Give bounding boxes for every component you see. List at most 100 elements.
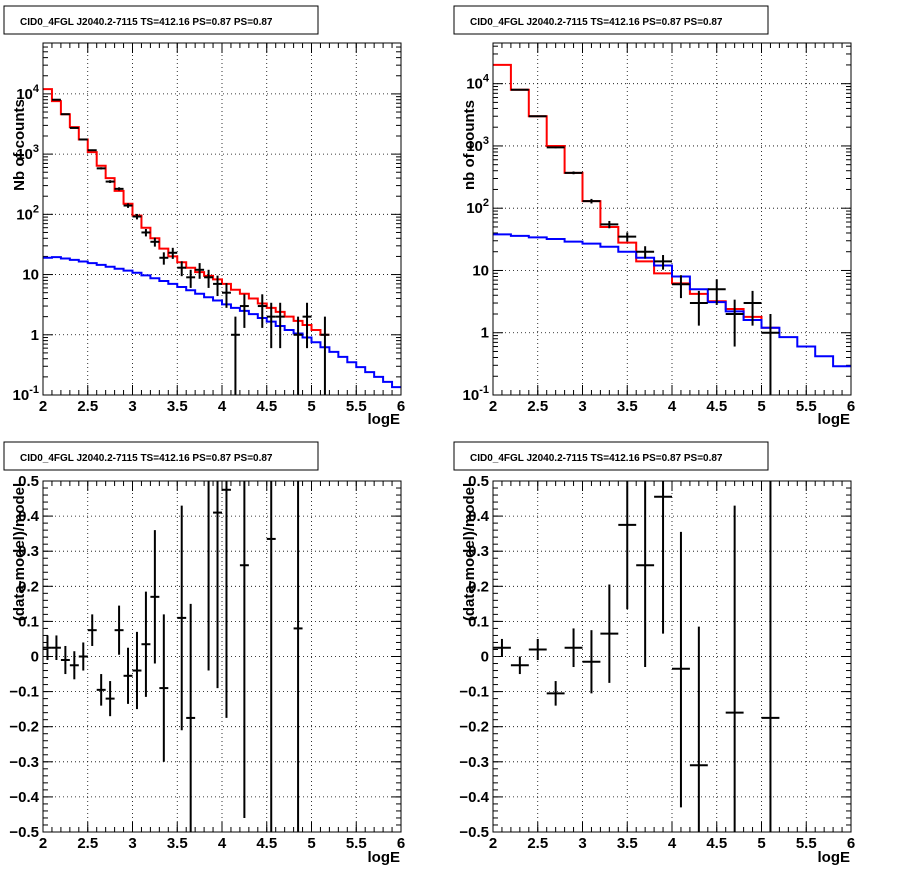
data-point [528,638,547,661]
x-tick-label: 5.5 [346,835,367,852]
data-point [177,261,187,277]
data-point [239,481,249,818]
y-tick-label: −0.3 [9,754,39,771]
data-point [239,294,249,328]
data-point [105,681,115,717]
chart-title: CID0_4FGL J2040.2-7115 TS=412.16 PS=0.87… [470,453,723,464]
x-tick-label: 3.5 [617,835,638,852]
y-axis-label: Nb of counts [11,99,28,191]
data-point [266,302,276,349]
y-tick-label: 103 [16,143,39,163]
y-tick-label: 0.3 [468,543,489,560]
data-point [213,275,222,297]
data-point [186,269,196,288]
x-tick-label: 3 [128,835,136,852]
y-tick-label: 103 [466,135,489,155]
y-tick-label: −0.1 [9,684,39,701]
data-point [150,530,160,664]
x-tick-label: 2 [489,835,497,852]
data-point [96,167,106,170]
x-tick-label: 3 [128,398,136,415]
y-tick-label: 0.2 [468,578,489,595]
data-point [195,263,205,279]
title-box [453,441,769,471]
panel-residuals-right: CID0_4FGL J2040.2-7115 TS=412.16 PS=0.87… [453,441,855,866]
data-point [114,187,124,191]
data-point [266,481,276,832]
data-point [725,299,744,347]
data-point [546,681,565,706]
x-tick-label: 6 [397,835,405,852]
x-tick-label: 3.5 [167,398,188,415]
data-point [123,203,133,208]
y-tick-label: 0.4 [18,508,40,525]
data-point [528,115,547,118]
title-box [3,5,319,35]
series-step-line [493,233,851,368]
data-point [636,481,655,668]
y-tick-label: 10 [22,267,39,284]
data-point [510,656,529,675]
data-point [564,171,583,175]
y-tick-label: 104 [466,73,490,93]
y-tick-label: −0.5 [459,824,489,841]
plot-frame [42,480,402,833]
data-point [275,302,285,349]
data-point [69,651,79,680]
x-tick-label: 4.5 [706,398,727,415]
data-point [150,237,160,247]
y-tick-label: −0.2 [459,719,489,736]
x-axis-label: logE [368,411,401,428]
x-tick-label: 2 [489,398,497,415]
data-point [177,505,187,731]
data-point [493,638,511,657]
y-tick-label: 10 [472,262,489,279]
x-tick-label: 3 [578,835,586,852]
y-tick-label: 10-1 [463,384,489,404]
data-point [43,635,52,661]
x-tick-label: 4 [218,398,227,415]
title-box [3,441,319,471]
panel-counts-right: CID0_4FGL J2040.2-7115 TS=412.16 PS=0.87… [453,5,855,428]
x-tick-label: 2.5 [77,398,98,415]
data-point [510,88,529,91]
data-point [69,126,79,129]
y-tick-label: 0.2 [18,578,39,595]
data-point [320,316,330,395]
data-point [564,628,583,668]
data-point [186,603,196,832]
data-point [654,255,672,270]
x-axis-label: logE [818,849,851,866]
y-tick-label: −0.3 [459,754,489,771]
series-step-line [43,256,401,389]
x-tick-label: 6 [847,835,855,852]
data-point [141,591,151,697]
x-tick-label: 5.5 [796,398,817,415]
x-tick-label: 4 [218,835,227,852]
y-axis-label: (data-model)/model [461,483,478,621]
data-point [230,316,240,395]
data-point [204,269,214,288]
x-tick-label: 6 [847,398,855,415]
x-tick-label: 5 [757,835,765,852]
x-tick-label: 3 [578,398,586,415]
plot-frame [42,42,402,396]
data-point [582,198,601,204]
chart-title: CID0_4FGL J2040.2-7115 TS=412.16 PS=0.87… [20,17,273,28]
data-point [293,481,303,832]
x-tick-label: 4.5 [256,835,277,852]
data-point [618,232,637,242]
data-point [222,481,231,718]
y-tick-label: 0.1 [18,613,39,630]
data-point [60,645,70,675]
data-point [132,631,142,710]
x-tick-label: 6 [397,398,405,415]
x-tick-label: 2 [39,835,47,852]
chart-title: CID0_4FGL J2040.2-7115 TS=412.16 PS=0.87… [470,17,723,28]
x-tick-label: 2.5 [77,835,98,852]
y-tick-label: 0 [481,649,489,666]
x-tick-label: 5.5 [346,398,367,415]
x-axis-label: logE [368,849,401,866]
y-tick-label: 0 [31,649,39,666]
series-step-line [43,88,330,336]
